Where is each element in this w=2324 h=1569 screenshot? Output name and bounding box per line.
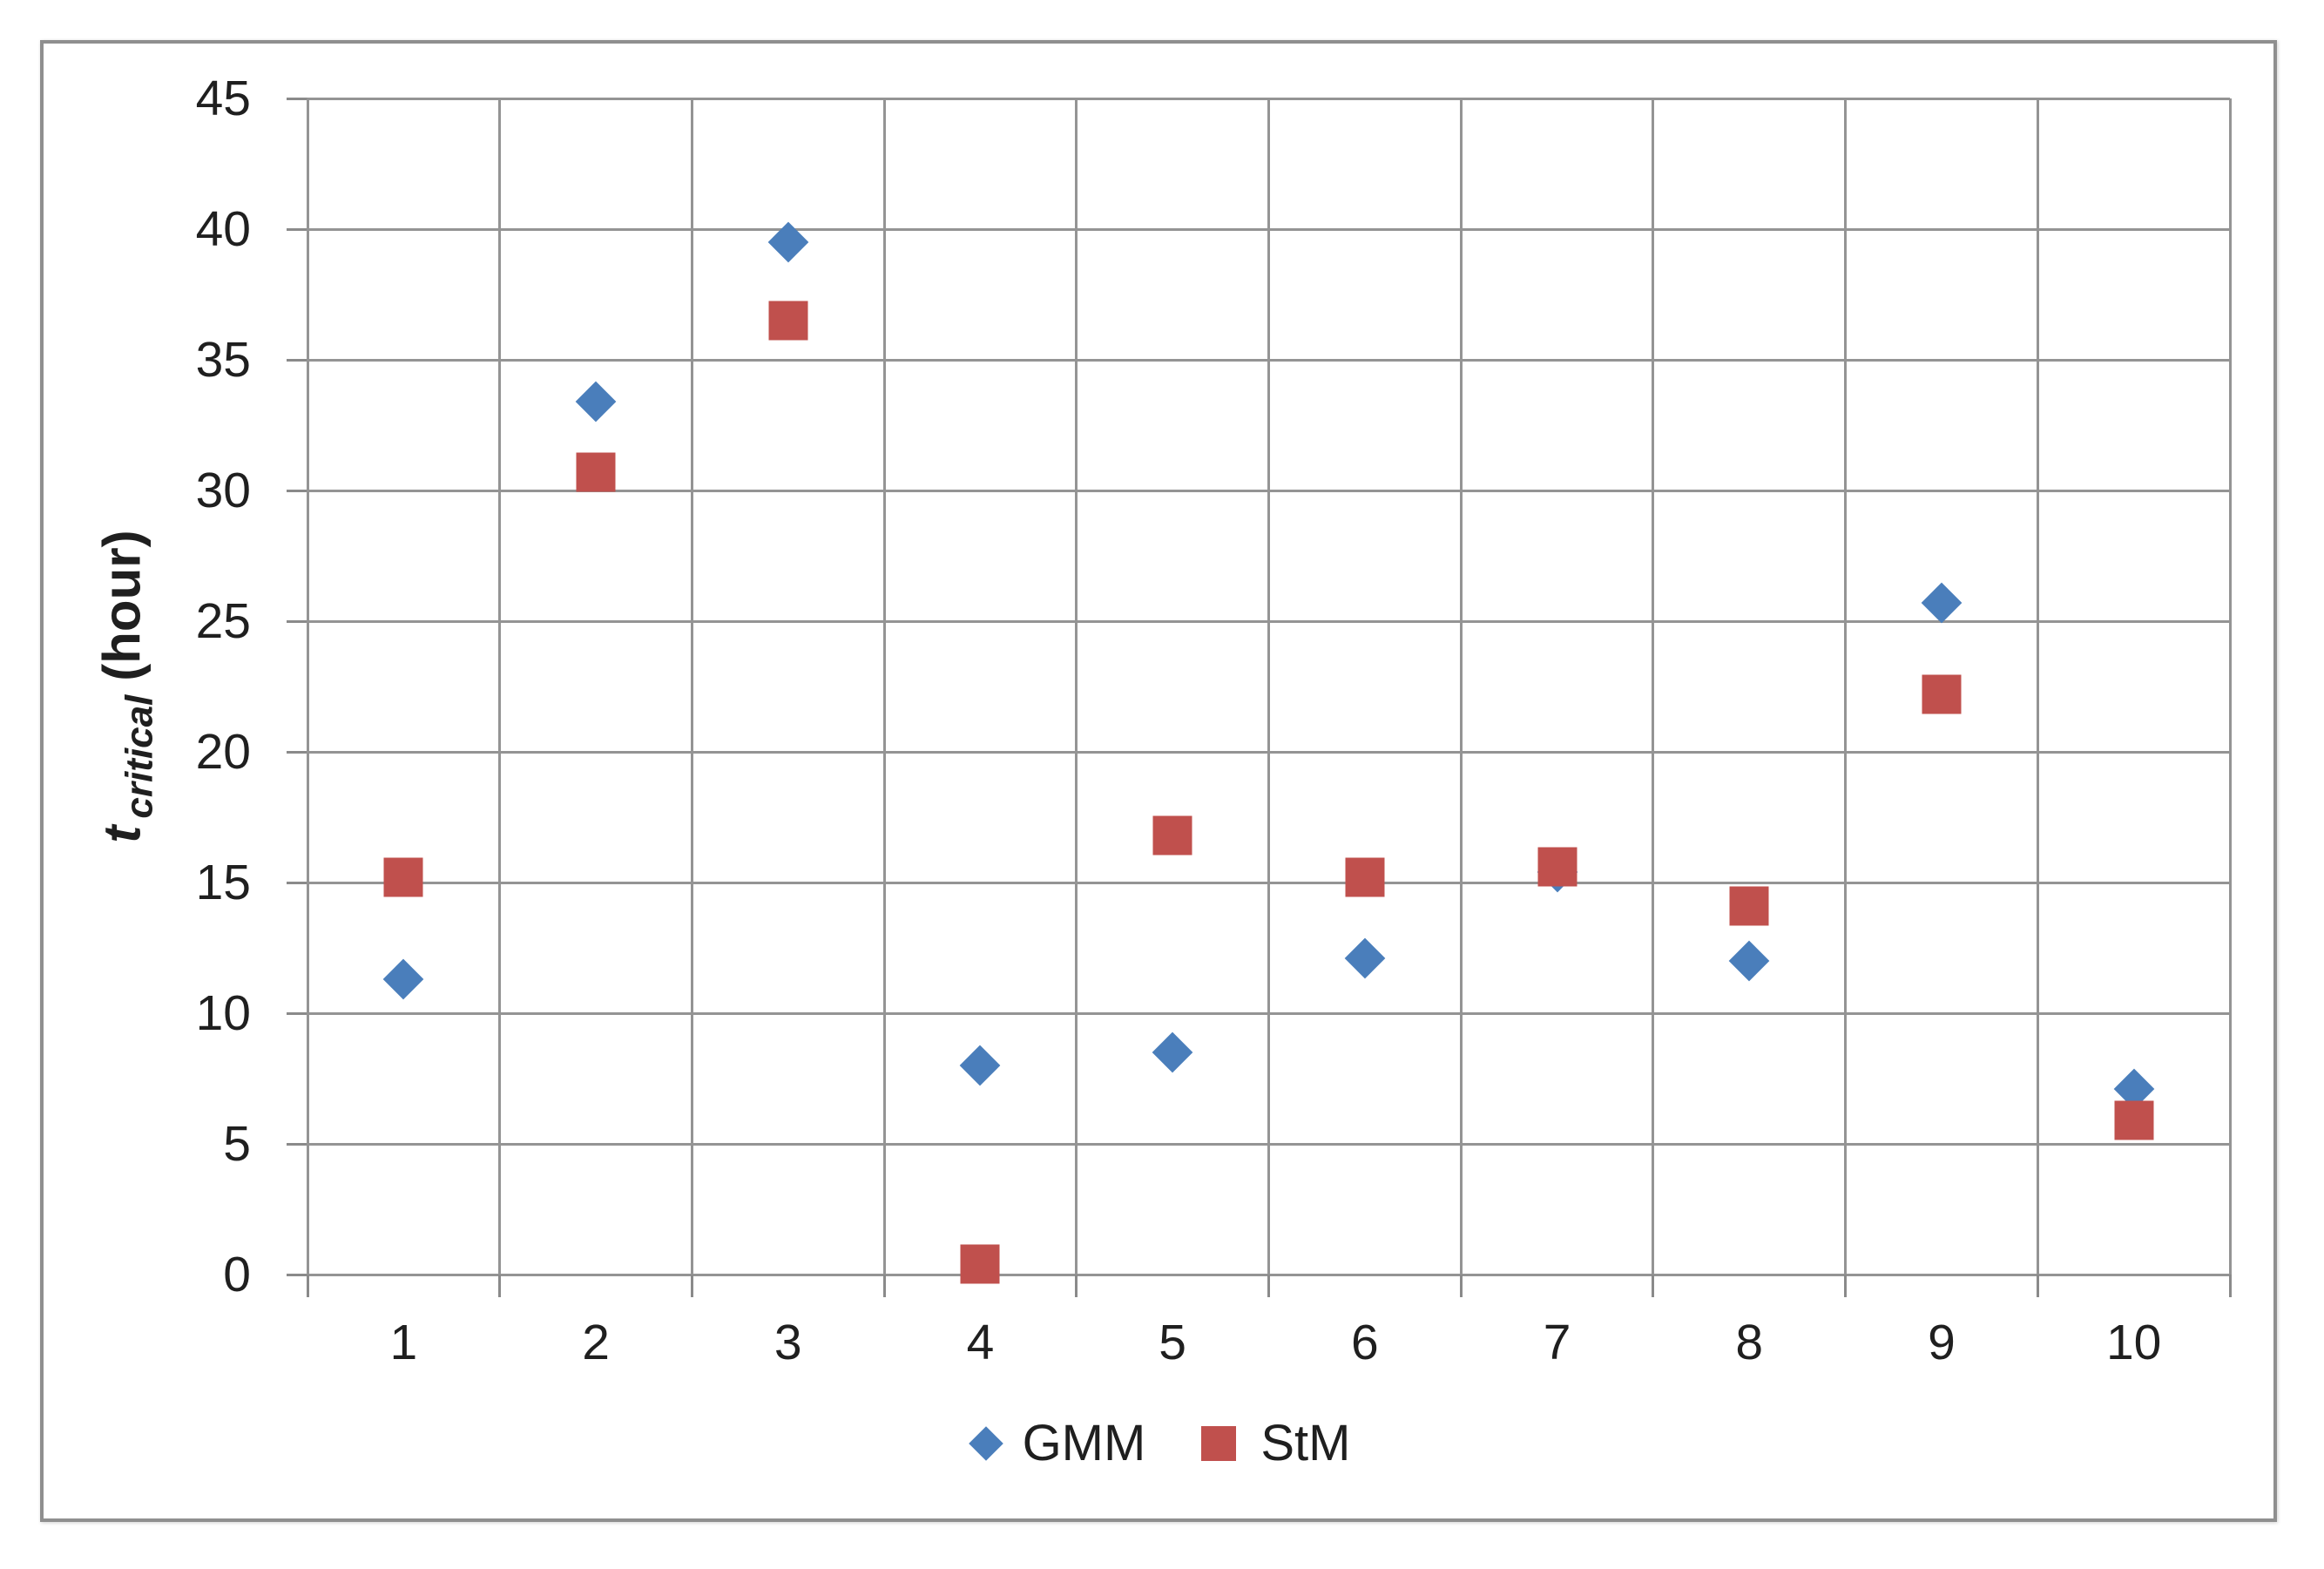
stm-square-icon — [1201, 1426, 1237, 1461]
x-tick-label: 7 — [1543, 1315, 1571, 1370]
y-tick-label: 5 — [223, 1116, 251, 1172]
gridline-vertical — [1844, 98, 1848, 1275]
gridline-vertical — [1267, 98, 1270, 1275]
legend-item-gmm: GMM — [968, 1415, 1146, 1471]
y-tick-label: 0 — [223, 1247, 251, 1302]
y-axis-tick — [287, 97, 307, 100]
gmm-data-point-marker — [960, 1045, 1001, 1086]
stm-data-point-marker — [1729, 886, 1769, 926]
gmm-data-point-marker — [1152, 1031, 1193, 1073]
y-tick-label: 15 — [195, 855, 251, 910]
gridline-vertical — [306, 98, 309, 1275]
legend-label-gmm: GMM — [1022, 1415, 1146, 1471]
y-tick-label: 45 — [195, 71, 251, 126]
y-axis-tick — [287, 358, 307, 362]
gmm-data-point-marker — [1728, 940, 1770, 982]
y-axis-tick — [287, 619, 307, 623]
y-axis-tick — [287, 227, 307, 231]
y-axis-tick — [287, 1011, 307, 1015]
x-tick-label: 9 — [1928, 1315, 1956, 1370]
stm-data-point-marker — [1537, 847, 1577, 887]
gmm-data-point-marker — [383, 958, 424, 1000]
gridline-vertical — [882, 98, 886, 1275]
x-tick-label: 4 — [966, 1315, 995, 1370]
x-axis-tick — [306, 1275, 309, 1297]
gridline-vertical — [1459, 98, 1463, 1275]
x-axis-tick — [690, 1275, 693, 1297]
legend: GMM StM — [0, 1418, 2324, 1469]
x-tick-label: 10 — [2105, 1315, 2162, 1370]
legend-item-stm: StM — [1201, 1418, 1350, 1469]
stm-data-point-marker — [383, 857, 423, 897]
y-axis-title-symbol: t — [92, 825, 152, 843]
gmm-data-point-marker — [1344, 937, 1386, 979]
y-tick-label: 35 — [195, 332, 251, 388]
gridline-vertical — [498, 98, 502, 1275]
y-tick-label: 25 — [195, 593, 251, 649]
y-axis-tick — [287, 1273, 307, 1276]
x-axis-tick — [1075, 1275, 1078, 1297]
x-axis-tick — [498, 1275, 502, 1297]
x-axis-tick — [2228, 1275, 2232, 1297]
y-axis-title-subscript: critical — [118, 694, 161, 819]
y-tick-label: 30 — [195, 463, 251, 518]
y-axis-tick — [287, 1142, 307, 1146]
x-axis-tick — [2036, 1275, 2039, 1297]
y-axis-tick — [287, 489, 307, 492]
gridline-vertical — [690, 98, 693, 1275]
x-tick-label: 2 — [582, 1315, 610, 1370]
gmm-data-point-marker — [575, 381, 617, 423]
gmm-diamond-icon — [968, 1426, 1003, 1461]
gmm-data-point-marker — [1921, 582, 1963, 624]
gridline-vertical — [1652, 98, 1655, 1275]
x-tick-label: 3 — [774, 1315, 802, 1370]
y-tick-label: 40 — [195, 201, 251, 257]
stm-data-point-marker — [576, 452, 616, 492]
gridline-vertical — [1075, 98, 1078, 1275]
stm-data-point-marker — [2114, 1100, 2154, 1140]
x-axis-tick — [1267, 1275, 1270, 1297]
stm-data-point-marker — [1922, 674, 1962, 714]
y-axis-tick — [287, 750, 307, 754]
x-tick-label: 6 — [1350, 1315, 1379, 1370]
y-axis-tick — [287, 881, 307, 884]
x-axis-tick — [1844, 1275, 1848, 1297]
y-axis-title: t critical (hour) — [92, 530, 161, 843]
stm-data-point-marker — [1152, 815, 1192, 856]
x-tick-label: 1 — [389, 1315, 418, 1370]
gridline-vertical — [2228, 98, 2232, 1275]
stm-data-point-marker — [1345, 857, 1385, 897]
x-axis-tick — [1459, 1275, 1463, 1297]
y-tick-label: 20 — [195, 724, 251, 780]
x-axis-tick — [1652, 1275, 1655, 1297]
x-tick-label: 5 — [1159, 1315, 1186, 1370]
x-axis-tick — [882, 1275, 886, 1297]
stm-data-point-marker — [960, 1244, 1000, 1284]
gridline-vertical — [2036, 98, 2039, 1275]
x-tick-label: 8 — [1735, 1315, 1764, 1370]
y-axis-title-unit: (hour) — [92, 530, 152, 681]
stm-data-point-marker — [768, 301, 808, 341]
legend-label-stm: StM — [1260, 1415, 1351, 1471]
y-tick-label: 10 — [195, 985, 251, 1041]
